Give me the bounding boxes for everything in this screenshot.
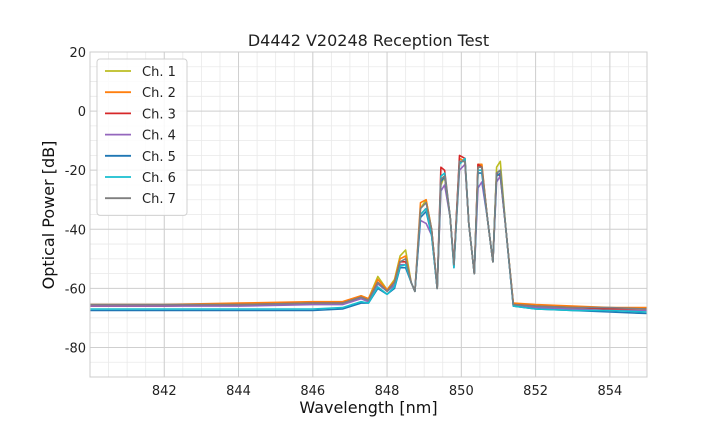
legend-label: Ch. 5 bbox=[142, 150, 176, 165]
legend-label: Ch. 3 bbox=[142, 107, 176, 122]
x-tick-label: 852 bbox=[523, 384, 548, 399]
legend-label: Ch. 6 bbox=[142, 171, 176, 186]
x-tick-label: 850 bbox=[449, 384, 474, 399]
x-tick-label: 842 bbox=[152, 384, 177, 399]
y-tick-label: 0 bbox=[78, 105, 86, 120]
y-tick-labels: 20 0 -20 -40 -60 -80 bbox=[65, 46, 86, 356]
x-tick-label: 846 bbox=[300, 384, 325, 399]
y-tick-label: -60 bbox=[65, 282, 86, 297]
y-tick-label: -20 bbox=[65, 164, 86, 179]
x-axis-label: Wavelength [nm] bbox=[299, 398, 437, 417]
legend-label: Ch. 1 bbox=[142, 65, 176, 80]
x-tick-label: 844 bbox=[226, 384, 251, 399]
y-tick-label: 20 bbox=[69, 46, 86, 61]
y-tick-label: -80 bbox=[65, 341, 86, 356]
legend-label: Ch. 2 bbox=[142, 86, 176, 101]
x-tick-label: 848 bbox=[375, 384, 400, 399]
y-tick-label: -40 bbox=[65, 223, 86, 238]
series-layer bbox=[90, 154, 648, 315]
chart-title: D4442 V20248 Reception Test bbox=[248, 31, 489, 50]
x-tick-label: 854 bbox=[597, 384, 622, 399]
x-tick-labels: 842 844 846 848 850 852 854 bbox=[152, 384, 622, 399]
legend-label: Ch. 7 bbox=[142, 192, 176, 207]
y-axis-label: Optical Power [dB] bbox=[39, 141, 58, 290]
plot-frame bbox=[89, 51, 648, 378]
legend: Ch. 1 Ch. 2 Ch. 3 Ch. 4 Ch. 5 Ch. 6 Ch. 7 bbox=[96, 58, 188, 216]
legend-label: Ch. 4 bbox=[142, 129, 176, 144]
series-line bbox=[90, 160, 648, 310]
